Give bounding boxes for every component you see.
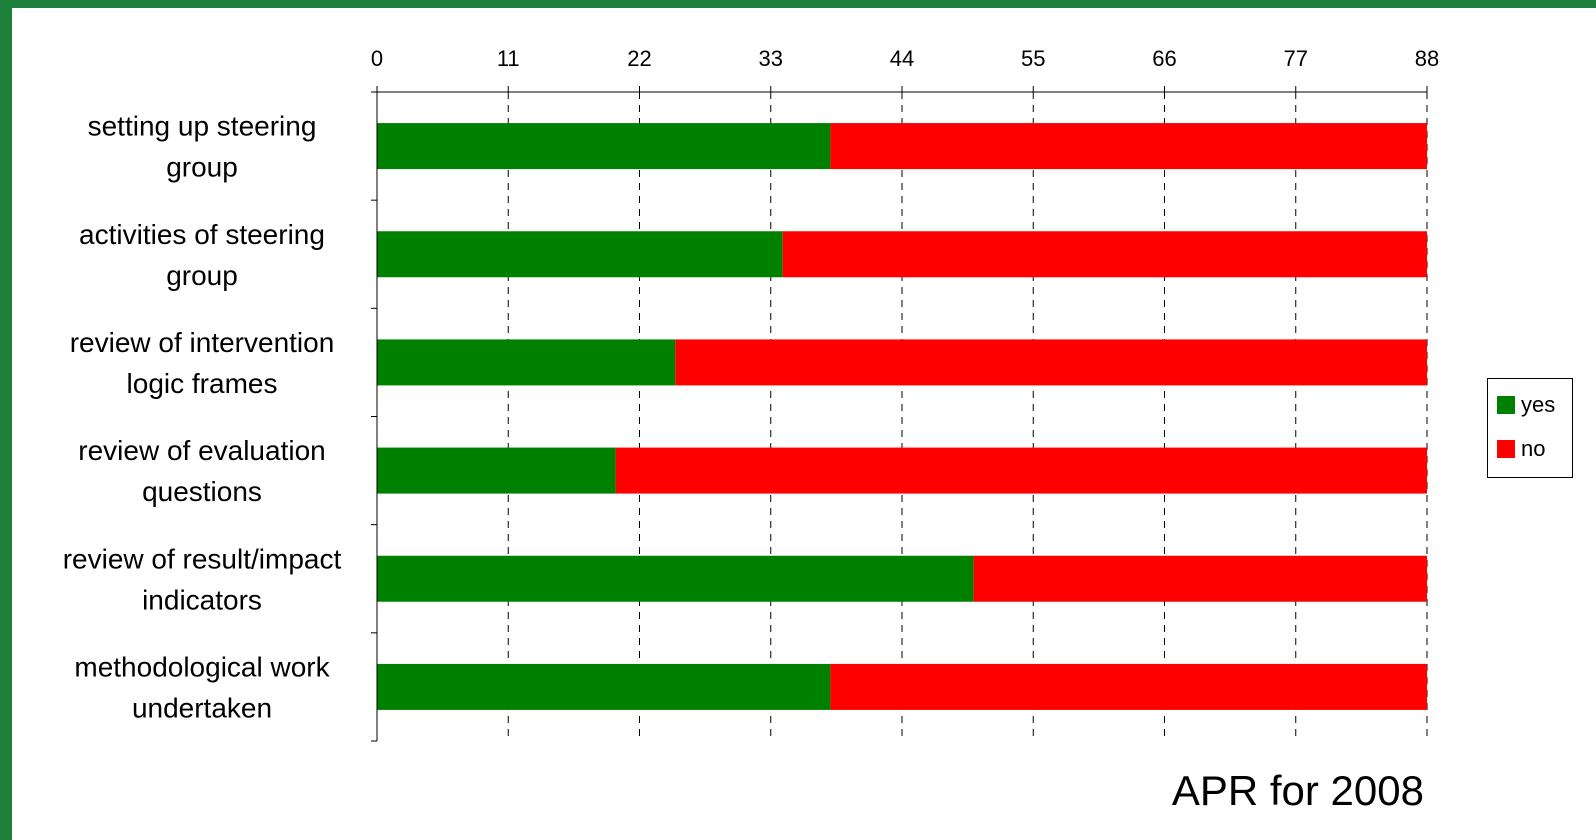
bar-no — [830, 663, 1427, 710]
legend-item-yes: yes — [1497, 392, 1556, 417]
grid-lines — [507, 92, 1428, 741]
category-label: methodological work undertaken — [74, 651, 330, 723]
stacked-bar-chart: 0 11 22 33 44 55 66 77 88 setting up steering gro… — [63, 46, 1440, 814]
axes — [371, 86, 1428, 742]
legend-swatch-no — [1497, 440, 1515, 458]
bar-no — [615, 447, 1427, 494]
bar-no — [830, 123, 1427, 170]
x-tick-label: 88 — [1415, 46, 1439, 71]
bar-no — [973, 555, 1427, 602]
category-label: review of evaluation questions — [78, 435, 325, 507]
x-tick-label: 66 — [1152, 46, 1176, 71]
bars — [377, 123, 1427, 710]
bar-yes — [377, 447, 616, 494]
legend-label-yes: yes — [1521, 392, 1556, 417]
chart-annotation: APR for 2008 — [1172, 767, 1424, 814]
x-tick-label: 33 — [759, 46, 783, 71]
category-labels: setting up steering group activities of st… — [63, 111, 342, 724]
legend-item-no: no — [1497, 436, 1546, 461]
category-label: review of intervention logic frames — [70, 327, 335, 399]
bar-yes — [377, 663, 831, 710]
category-label: activities of steering group — [79, 219, 325, 291]
x-tick-label: 44 — [890, 46, 914, 71]
bar-yes — [377, 231, 783, 278]
x-tick-label: 22 — [627, 46, 651, 71]
bar-no — [675, 339, 1427, 386]
x-tick-label: 11 — [497, 46, 520, 71]
category-label: setting up steering group — [88, 111, 317, 183]
chart-frame: 0 11 22 33 44 55 66 77 88 setting up steering gro… — [12, 8, 1596, 840]
x-axis-tick-labels: 0 11 22 33 44 55 66 77 88 — [371, 46, 1439, 71]
bar-yes — [377, 123, 831, 170]
category-label: review of result/impact indicators — [63, 543, 342, 615]
bar-no — [782, 231, 1427, 278]
legend-label-no: no — [1521, 436, 1546, 461]
x-tick-label: 77 — [1284, 46, 1308, 71]
legend-swatch-yes — [1497, 396, 1515, 414]
legend: yes no — [1487, 378, 1573, 478]
x-tick-label: 55 — [1021, 46, 1045, 71]
x-tick-label: 0 — [371, 46, 383, 71]
bar-yes — [377, 555, 974, 602]
bar-yes — [377, 339, 676, 386]
